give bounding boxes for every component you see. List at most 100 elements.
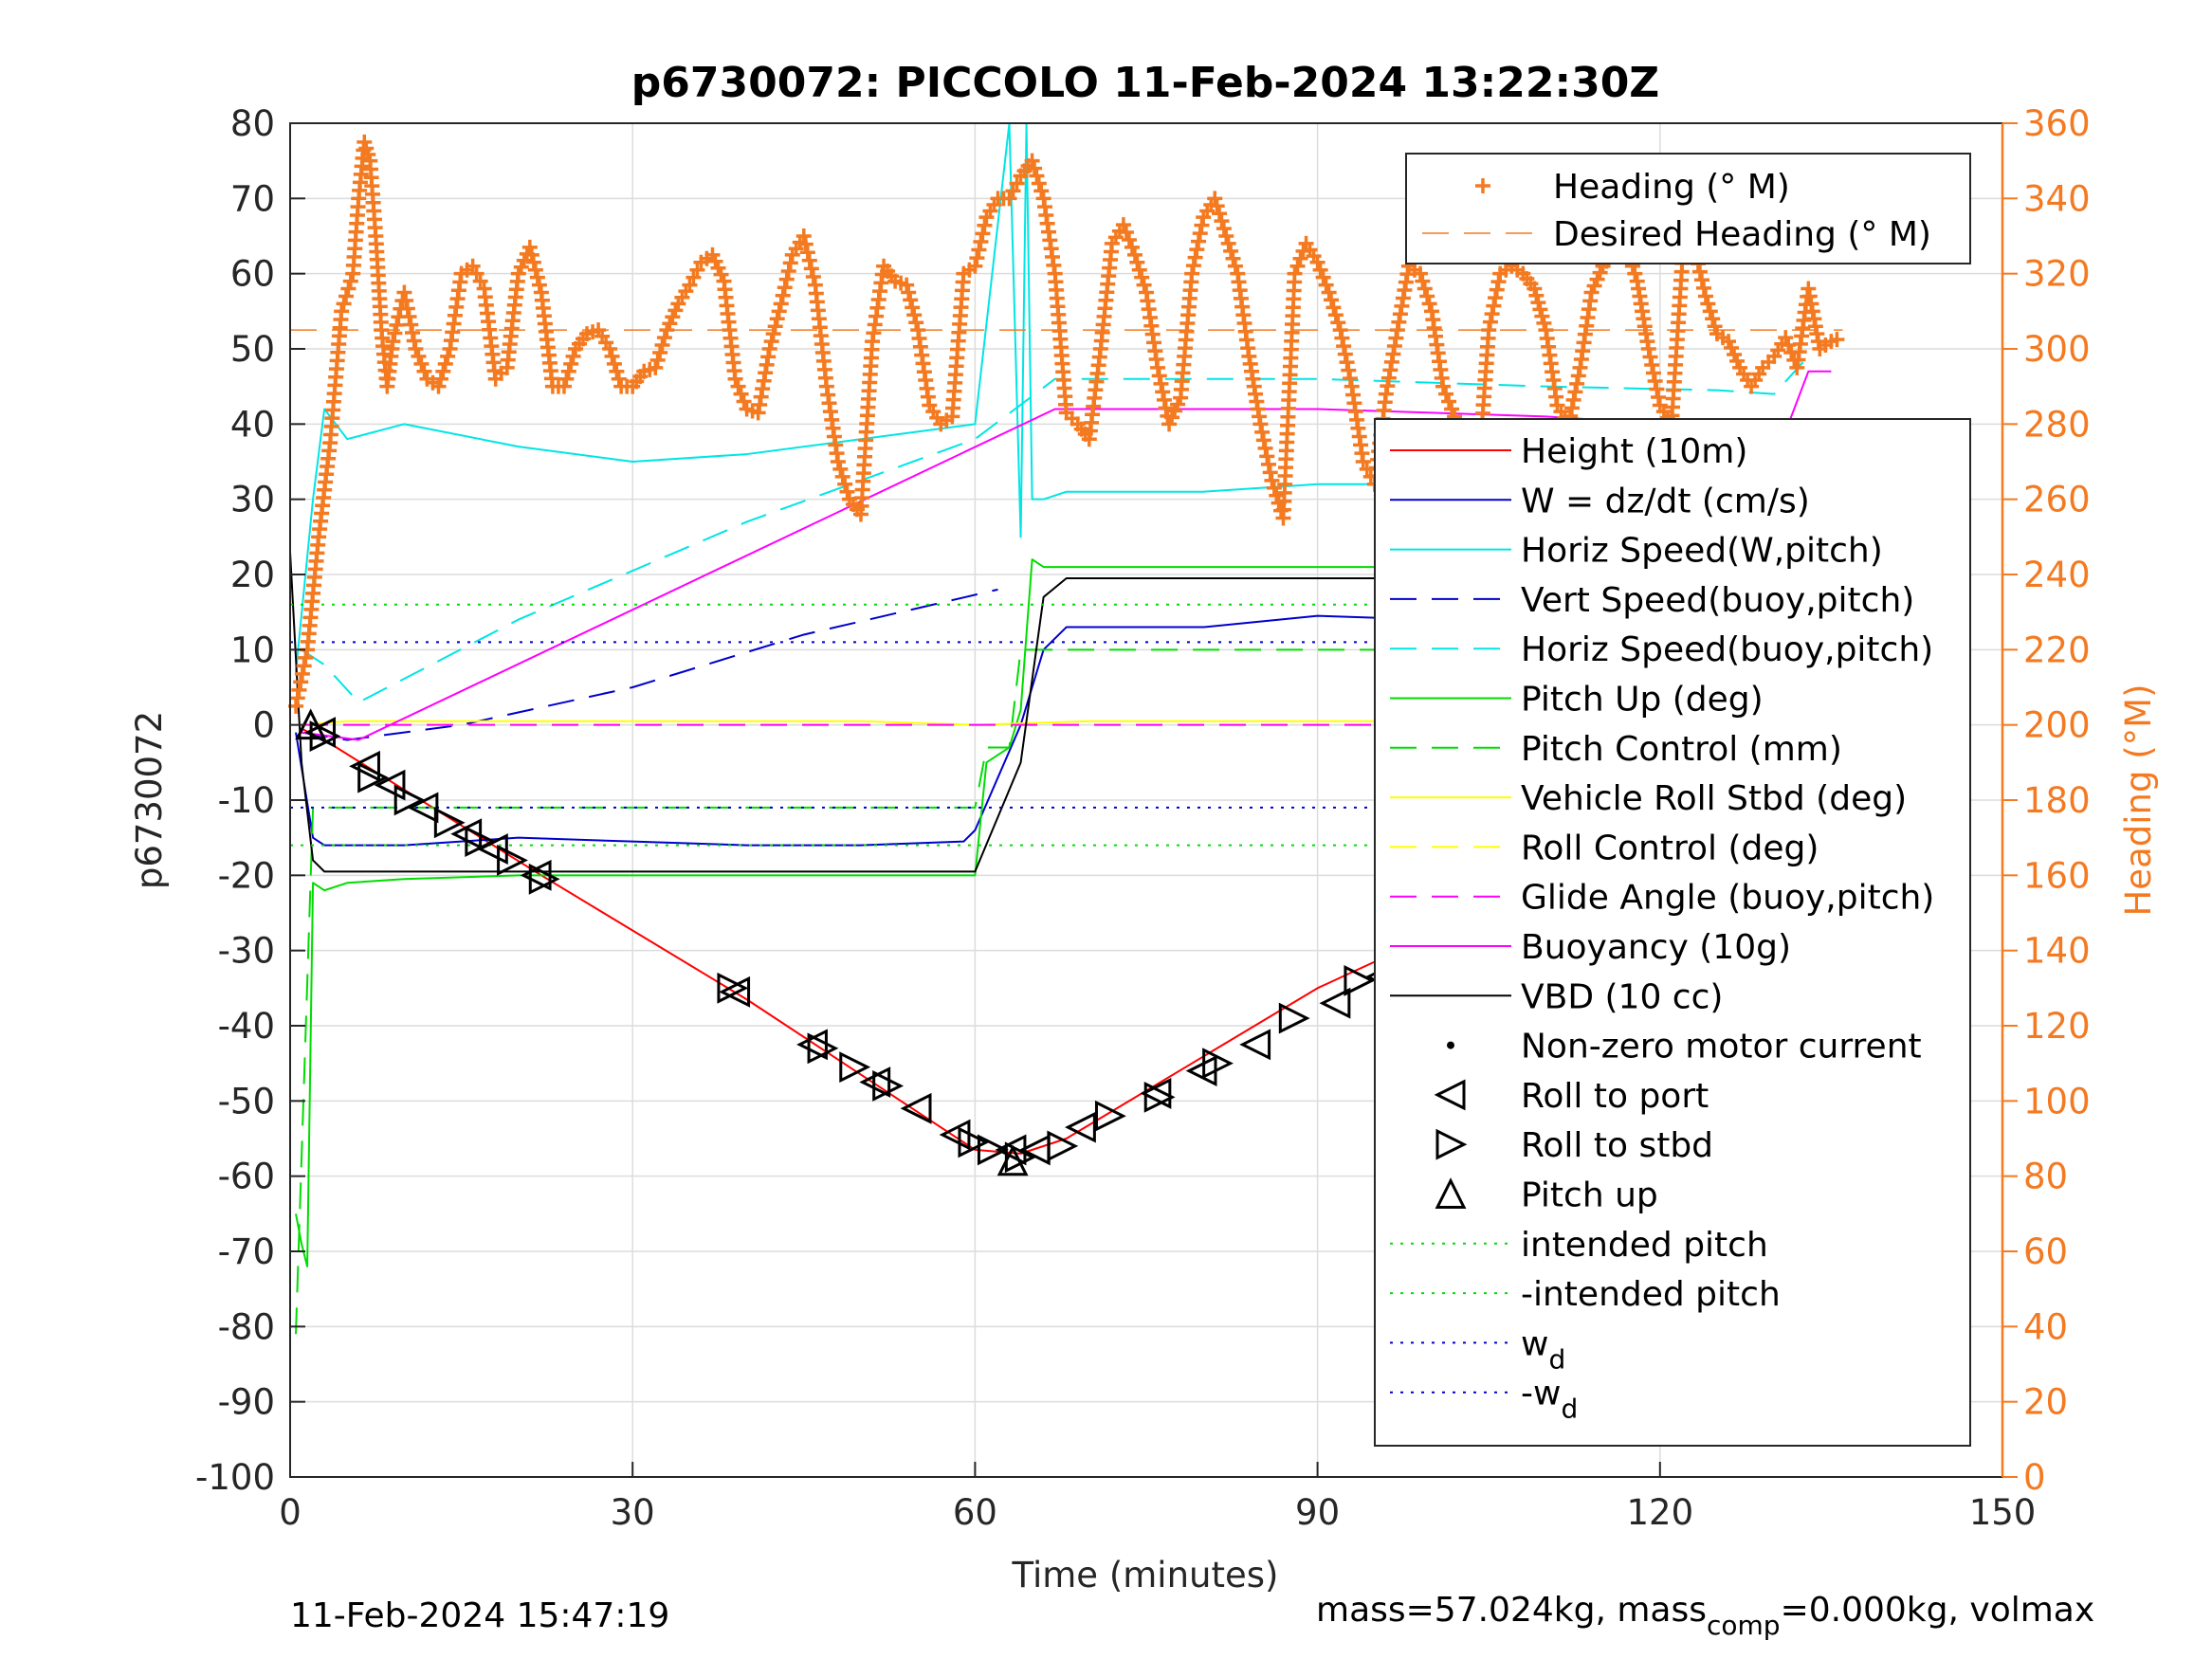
heading-marker xyxy=(767,319,783,335)
legend-label-subscript: d xyxy=(1561,1394,1578,1425)
y-tick-label: 50 xyxy=(230,329,275,370)
x-axis-label: Time (minutes) xyxy=(1012,1555,1279,1595)
y-tick-label: -100 xyxy=(195,1457,275,1498)
heading-marker xyxy=(1223,243,1239,259)
heading-marker xyxy=(1330,315,1346,331)
heading-marker xyxy=(1027,160,1043,176)
x-tick-label: 90 xyxy=(1295,1492,1340,1533)
heading-marker xyxy=(1438,386,1454,402)
heading-marker xyxy=(340,281,356,297)
y-tick-label: 70 xyxy=(230,178,275,219)
y-tick-label: -10 xyxy=(218,780,275,821)
heading-marker xyxy=(906,307,923,323)
heading-marker xyxy=(805,268,821,284)
legend-label: Roll to stbd xyxy=(1521,1126,1713,1165)
roll-to-stbd-marker xyxy=(717,972,749,1004)
y2-tick-label: 60 xyxy=(2023,1231,2068,1272)
legend-heading-marker xyxy=(1475,178,1490,193)
roll-to-stbd-marker xyxy=(433,807,466,839)
heading-marker xyxy=(656,330,672,346)
heading-marker xyxy=(334,303,350,319)
legend-label: Height (10m) xyxy=(1521,432,1747,471)
heading-marker xyxy=(413,356,430,372)
y2-tick-label: 340 xyxy=(2023,178,2091,219)
legend-main: Height (10m) W = dz/dt (cm/s) Horiz Speed(… xyxy=(1374,418,1971,1447)
legend-label: Roll Control (deg) xyxy=(1521,829,1819,867)
heading-marker xyxy=(733,386,749,402)
series-line-10 xyxy=(301,370,1832,741)
heading-marker xyxy=(611,371,627,387)
heading-marker xyxy=(1118,225,1134,241)
heading-marker xyxy=(1126,246,1143,263)
y2-tick-label: 300 xyxy=(2023,329,2091,370)
y-tick-label: 30 xyxy=(230,480,275,520)
y2-tick-label: 240 xyxy=(2023,555,2091,595)
y2-tick-label: 200 xyxy=(2023,705,2091,746)
heading-marker xyxy=(782,255,798,271)
heading-marker xyxy=(777,280,793,296)
heading-marker xyxy=(1327,307,1344,323)
heading-marker xyxy=(1136,277,1152,293)
y-tick-label: -40 xyxy=(218,1006,275,1047)
heading-marker xyxy=(1532,301,1548,318)
heading-marker xyxy=(765,326,781,342)
heading-marker xyxy=(556,378,572,394)
roll-to-stbd-marker xyxy=(1094,1100,1126,1132)
legend-label: Pitch Up (deg) xyxy=(1521,681,1764,720)
roll-to-port-marker xyxy=(1140,1077,1172,1109)
heading-marker xyxy=(778,271,795,287)
heading-marker xyxy=(1325,300,1342,316)
heading-marker xyxy=(338,288,354,304)
heading-marker xyxy=(1693,272,1709,288)
legend-label: -intended pitch xyxy=(1521,1275,1781,1314)
heading-marker xyxy=(1292,250,1308,266)
legend-top: Heading (° M) Desired Heading (° M) xyxy=(1405,153,1971,264)
heading-marker xyxy=(1691,264,1708,280)
heading-marker xyxy=(1287,265,1303,282)
heading-marker xyxy=(1033,183,1050,199)
heading-marker xyxy=(606,356,622,372)
heading-marker xyxy=(1526,281,1543,297)
legend-label: Non-zero motor current xyxy=(1521,1028,1922,1066)
y2-tick-label: 160 xyxy=(2023,855,2091,896)
roll-to-stbd-marker xyxy=(1143,1081,1176,1113)
y-tick-label: -50 xyxy=(218,1081,275,1121)
series-line-3 xyxy=(301,588,998,741)
legend-triangle-marker xyxy=(1434,1079,1466,1111)
y-tick-label: 20 xyxy=(230,555,275,595)
heading-marker xyxy=(1227,258,1243,274)
heading-marker xyxy=(905,300,921,316)
heading-marker xyxy=(1124,239,1140,255)
heading-marker xyxy=(801,252,817,268)
x-tick-label: 60 xyxy=(953,1492,997,1533)
heading-marker xyxy=(1695,280,1711,296)
heading-marker xyxy=(832,461,849,477)
heading-marker xyxy=(437,356,453,372)
heading-marker xyxy=(521,239,538,255)
roll-to-stbd-marker xyxy=(872,1070,905,1102)
y2-tick-label: 140 xyxy=(2023,931,2091,972)
roll-to-port-marker xyxy=(1239,1029,1271,1061)
heading-marker xyxy=(563,356,579,372)
roll-to-port-marker xyxy=(1065,1111,1096,1143)
y-tick-label: 60 xyxy=(230,254,275,295)
heading-marker xyxy=(558,371,575,387)
y-tick-label: 80 xyxy=(230,103,275,144)
heading-marker xyxy=(1289,258,1306,274)
legend-label: Vert Speed(buoy,pitch) xyxy=(1521,581,1914,620)
footer-mass-rest: =0.000kg, volmax xyxy=(1781,1591,2095,1630)
heading-marker xyxy=(1324,292,1340,308)
roll-to-stbd-marker xyxy=(1202,1048,1234,1080)
heading-marker xyxy=(1024,153,1040,169)
legend-label-subscript: d xyxy=(1548,1343,1565,1375)
heading-marker xyxy=(654,337,670,354)
footer-timestamp: 11-Feb-2024 15:47:19 xyxy=(290,1596,669,1635)
heading-marker xyxy=(730,378,746,394)
heading-marker xyxy=(527,262,543,278)
legend-label: Vehicle Roll Stbd (deg) xyxy=(1521,779,1907,818)
heading-marker xyxy=(1312,262,1328,278)
legend-triangle-marker xyxy=(1435,1177,1467,1209)
heading-marker xyxy=(1029,168,1045,184)
roll-to-stbd-marker xyxy=(528,863,560,895)
